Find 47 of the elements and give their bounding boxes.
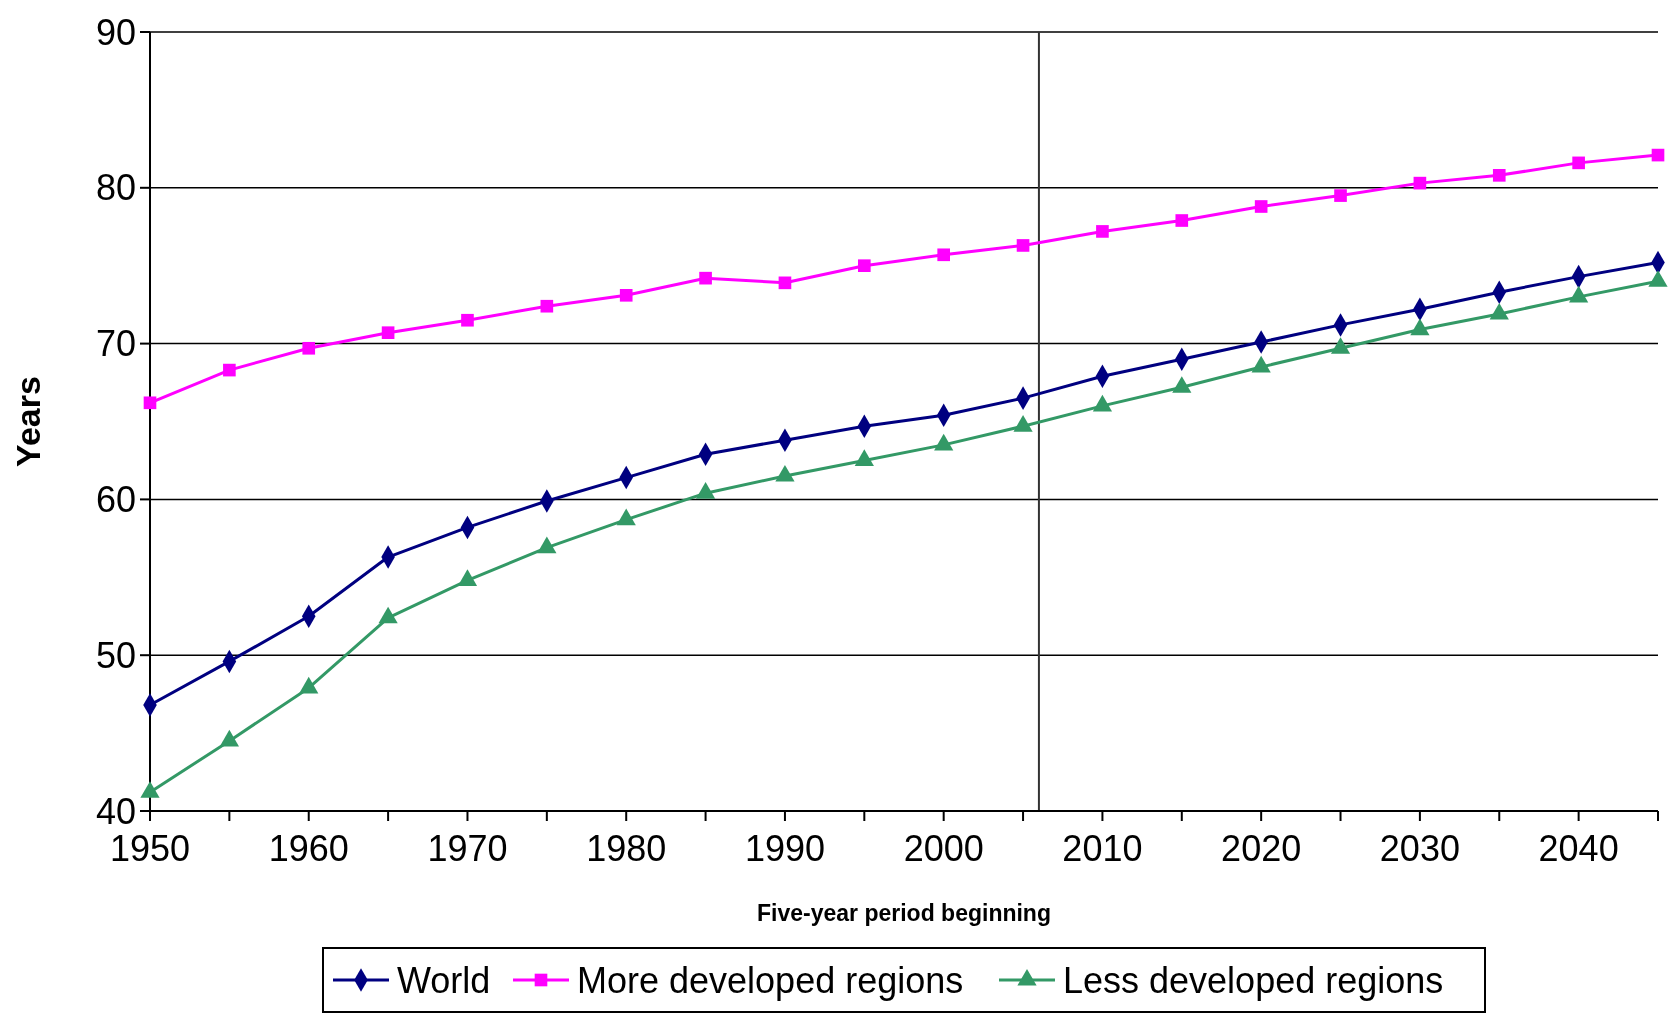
point	[1334, 189, 1347, 202]
x-tick-label: 1960	[268, 828, 349, 869]
point	[219, 729, 239, 747]
point	[1096, 225, 1109, 238]
point	[540, 299, 554, 313]
point	[937, 248, 951, 262]
point	[302, 341, 316, 355]
x-tick-label: 1980	[586, 828, 667, 869]
y-axis-title: Years	[9, 376, 47, 467]
x-tick-label: 2020	[1221, 828, 1302, 869]
point	[1492, 169, 1506, 182]
point	[378, 606, 398, 624]
x-tick-label: 2040	[1538, 828, 1619, 869]
x-tick-label: 1990	[744, 828, 825, 869]
point	[143, 396, 157, 410]
point	[381, 326, 395, 340]
point	[1413, 176, 1427, 190]
legend-label: World	[397, 959, 491, 1001]
point	[778, 276, 792, 290]
y-tick-label: 90	[95, 11, 136, 53]
x-tick-label: 2000	[903, 828, 984, 869]
x-tick-label: 2030	[1379, 828, 1460, 869]
point	[695, 482, 716, 499]
point	[1016, 239, 1030, 252]
point	[140, 781, 160, 798]
point	[1254, 200, 1268, 213]
x-tick-label: 1970	[427, 828, 508, 869]
point	[457, 569, 478, 586]
y-tick-label: 80	[95, 167, 136, 209]
legend-label: More developed regions	[577, 959, 964, 1001]
point	[1572, 156, 1585, 170]
point	[461, 313, 474, 327]
y-tick-label: 70	[95, 323, 136, 365]
point	[857, 259, 871, 273]
point	[537, 536, 557, 554]
x-tick-label: 2010	[1062, 828, 1143, 869]
x-axis-title: Five-year period beginning	[757, 900, 1051, 926]
point	[1175, 214, 1189, 227]
y-tick-label: 60	[95, 479, 136, 520]
point	[299, 676, 319, 694]
point	[619, 288, 633, 302]
legend-label: Less developed regions	[1063, 959, 1444, 1001]
point	[223, 363, 236, 377]
point	[616, 508, 636, 526]
point	[699, 271, 712, 285]
y-tick-label: 50	[95, 634, 136, 676]
point	[1651, 148, 1665, 162]
